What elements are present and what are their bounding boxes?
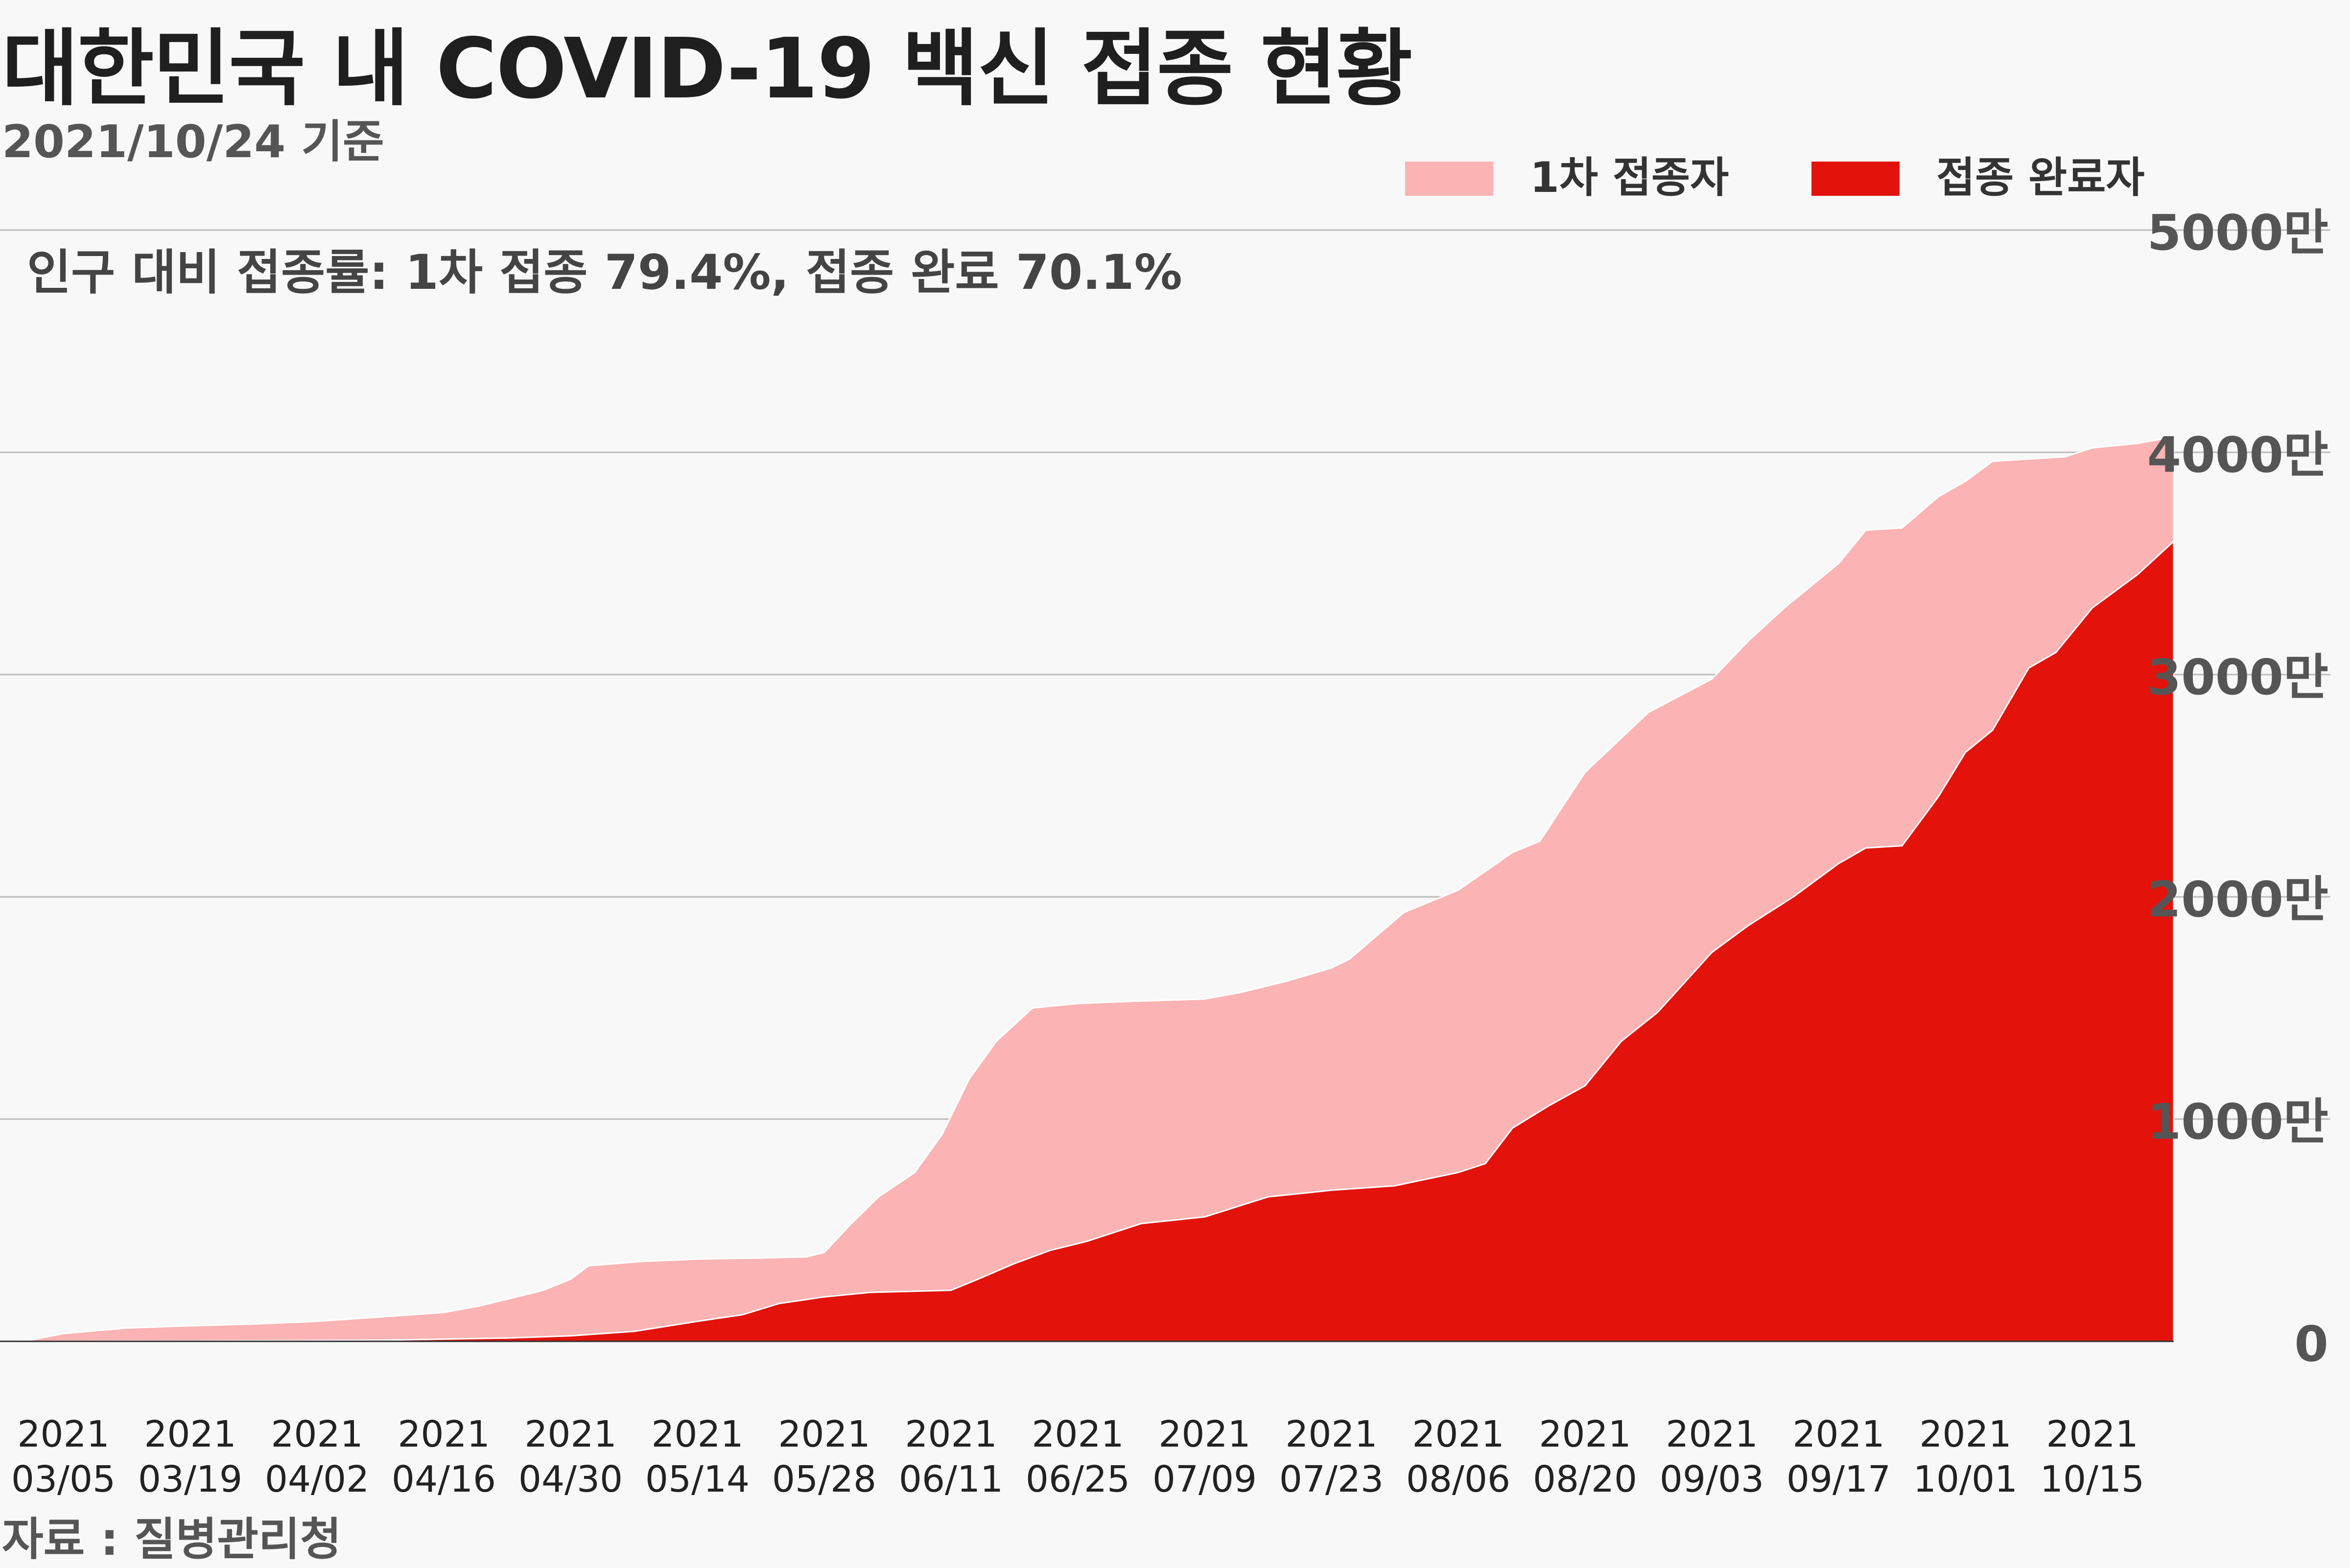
x-tick-label: 2021 06/11	[899, 1413, 1003, 1500]
x-tick-label: 2021 04/02	[265, 1413, 369, 1500]
y-axis-ticks: 0 1000만 2000만 3000만 4000만 5000만	[2147, 204, 2328, 1373]
vaccination-rate-annotation: 인구 대비 접종률: 1차 접종 79.4%, 접종 완료 70.1%	[27, 245, 1182, 301]
y-tick-label: 2000만	[2147, 871, 2328, 928]
y-tick-label: 1000만	[2147, 1093, 2328, 1150]
x-tick-label: 2021 07/23	[1279, 1413, 1384, 1500]
x-tick-label: 2021 04/30	[518, 1413, 623, 1500]
x-tick-label: 2021 09/03	[1660, 1413, 1764, 1500]
chart-legend: 1차 접종자 접종 완료자	[1405, 153, 2145, 202]
y-tick-label: 3000만	[2147, 649, 2328, 706]
y-tick-label: 0	[2294, 1315, 2328, 1373]
x-tick-label: 2021 08/06	[1406, 1413, 1510, 1500]
y-tick-label: 4000만	[2147, 426, 2328, 484]
x-tick-label: 2021 09/17	[1786, 1413, 1891, 1500]
area-series-fully-vaccinated	[0, 540, 2175, 1342]
legend-swatch-1	[1811, 162, 1900, 196]
x-tick-label: 2021 06/25	[1026, 1413, 1130, 1500]
x-tick-label: 2021 03/05	[11, 1413, 116, 1500]
x-tick-label: 2021 10/01	[1913, 1413, 2018, 1500]
x-tick-label: 2021 07/09	[1152, 1413, 1257, 1500]
legend-label-0: 1차 접종자	[1530, 153, 1729, 202]
legend-swatch-0	[1405, 162, 1493, 196]
area-series	[0, 436, 2175, 1342]
x-tick-label: 2021 03/19	[138, 1413, 242, 1500]
source-note: 자료 : 질병관리청	[2, 1513, 342, 1566]
page-title: 대한민국 내 COVID-19 백신 접종 현황	[2, 21, 1412, 117]
x-tick-label: 2021 08/20	[1533, 1413, 1637, 1500]
x-tick-label: 2021 05/28	[772, 1413, 876, 1500]
x-tick-label: 2021 10/15	[2040, 1413, 2144, 1500]
y-tick-label: 5000만	[2147, 204, 2328, 261]
legend-label-1: 접종 완료자	[1936, 153, 2145, 202]
x-tick-label: 2021 05/14	[645, 1413, 750, 1500]
x-tick-label: 2021 04/16	[392, 1413, 496, 1500]
x-axis-ticks: 2021 03/05 2021 03/19 2021 04/02 2021 04/16 2021…	[11, 1413, 2144, 1500]
page-subtitle: 2021/10/24 기준	[2, 116, 384, 168]
